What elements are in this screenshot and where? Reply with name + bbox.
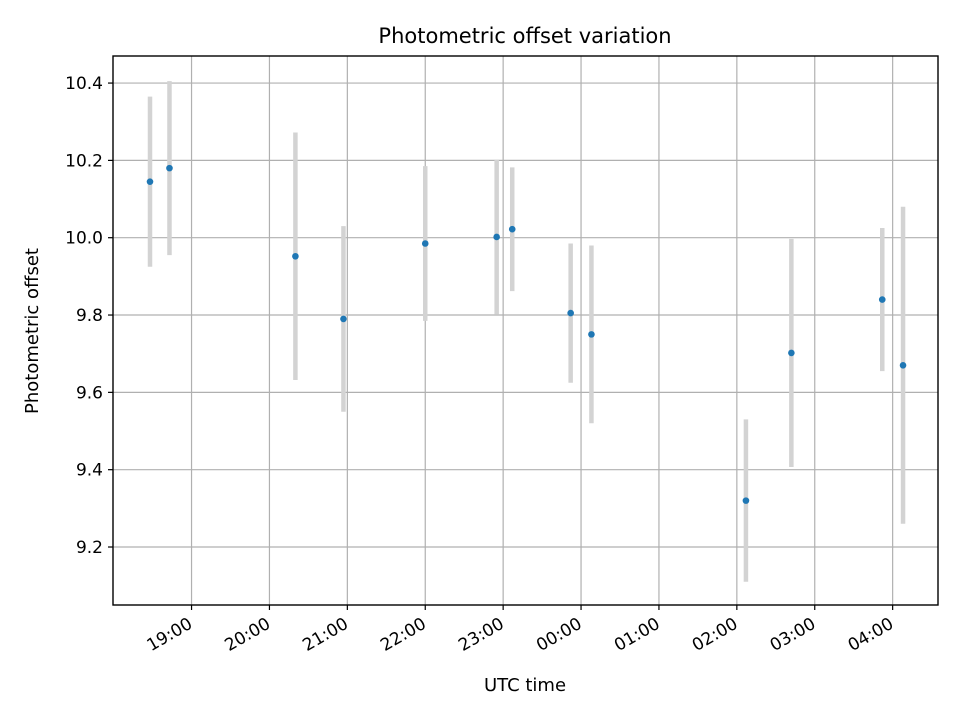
data-point [588, 331, 595, 338]
data-point [166, 164, 173, 172]
y-tick-label: 10.0 [65, 229, 103, 249]
data-point [788, 349, 795, 357]
data-points [146, 164, 907, 504]
y-axis-label: Photometric offset [22, 248, 43, 414]
data-point [340, 315, 347, 323]
data-point [878, 296, 886, 303]
data-point [899, 361, 907, 369]
y-tick-label: 9.4 [76, 461, 103, 481]
y-tick-label: 9.8 [76, 306, 103, 326]
y-tick-label: 10.2 [65, 151, 103, 171]
y-tick-label: 9.6 [76, 383, 103, 403]
data-point [567, 309, 574, 317]
data-point [292, 252, 299, 260]
chart-title: Photometric offset variation [378, 24, 671, 48]
data-point [508, 225, 516, 233]
x-axis-label: UTC time [484, 675, 566, 696]
data-point [493, 233, 500, 241]
y-tick-label: 10.4 [65, 74, 103, 94]
y-tick-label: 9.2 [76, 538, 103, 558]
grid [113, 56, 938, 605]
data-point [146, 178, 154, 185]
plot-frame [112, 55, 939, 606]
data-point [742, 497, 750, 504]
data-point [421, 240, 429, 247]
